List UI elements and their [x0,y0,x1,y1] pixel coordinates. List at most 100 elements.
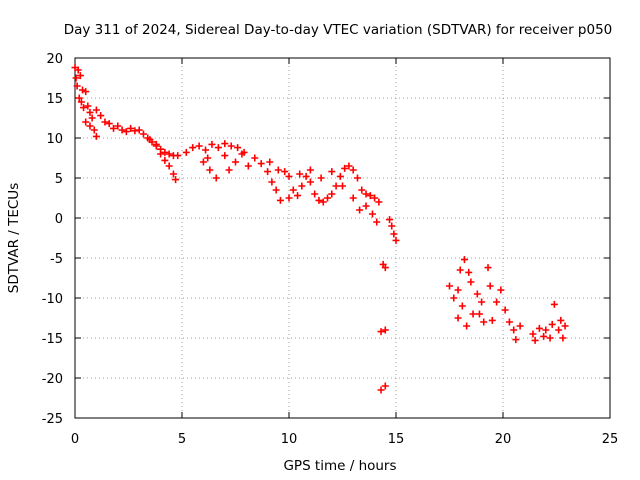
data-point-marker [454,286,462,294]
y-tick-label: -10 [42,292,63,307]
x-tick-label: 25 [602,432,619,447]
data-point-marker [317,174,325,182]
data-point-marker [257,160,265,168]
data-point-marker [75,94,83,102]
data-point-marker [473,290,481,298]
data-point-marker [341,164,349,172]
data-point-marker [86,122,94,130]
data-point-marker [488,316,496,324]
data-point-marker [86,108,94,116]
data-point-marker [204,154,212,162]
data-point-marker [332,182,340,190]
data-point-marker [266,158,274,166]
data-point-marker [548,320,556,328]
data-point-marker [450,294,458,302]
data-point-marker [493,298,501,306]
data-point-marker [169,170,177,178]
data-point-marker [469,310,477,318]
data-point-marker [135,126,143,134]
x-tick-label: 0 [71,432,79,447]
data-point-marker [202,146,210,154]
data-point-marker [362,202,370,210]
data-point-marker [546,334,554,342]
data-point-marker [212,174,220,182]
x-tick-label: 15 [388,432,405,447]
data-point-marker [234,144,242,152]
data-point-marker [285,172,293,180]
data-point-marker [127,124,135,132]
x-tick-label: 20 [495,432,512,447]
data-point-marker [118,126,126,134]
data-point-marker [195,142,203,150]
data-point-marker [172,176,180,184]
data-point-marker [349,166,357,174]
data-point-marker [497,286,505,294]
data-point-marker [381,382,389,390]
data-point-marker [328,168,336,176]
y-tick-label: -25 [42,412,63,427]
data-point-marker [456,266,464,274]
x-axis-title: GPS time / hours [283,458,396,474]
data-point-marker [319,198,327,206]
data-point-marker [264,168,272,176]
data-point-marker [146,136,154,144]
data-point-marker [366,192,374,200]
axis-ticks [74,57,611,419]
data-point-marker [189,144,197,152]
data-point-marker [475,310,483,318]
data-point-marker [281,168,289,176]
data-point-marker [206,166,214,174]
data-point-marker [349,194,357,202]
chart-title: Day 311 of 2024, Sidereal Day-to-day VTE… [64,22,613,38]
data-point-marker [105,120,113,128]
y-tick-label: 0 [55,212,63,227]
data-point-marker [458,302,466,310]
y-tick-label: -20 [42,372,63,387]
data-point-marker [559,334,567,342]
data-point-marker [510,326,518,334]
data-point-marker [101,118,109,126]
data-point-marker [505,318,513,326]
data-point-marker [529,330,537,338]
data-point-marker [368,210,376,218]
data-point-marker [555,326,563,334]
data-point-marker [381,264,389,272]
data-point-marker [306,166,314,174]
data-point-marker [467,278,475,286]
y-tick-label: -15 [42,332,63,347]
data-point-marker [561,322,569,330]
data-point-marker [221,152,229,160]
y-tick-labels: 20 15 10 5 0 -5 -10 -15 -20 -25 [42,52,63,427]
data-point-marker [535,324,543,332]
data-point-marker [486,282,494,290]
data-point-marker [356,206,364,214]
x-tick-label: 10 [281,432,298,447]
data-point-marker [274,166,282,174]
data-point-marker [92,132,100,140]
data-point-marker [465,268,473,276]
data-point-marker [542,326,550,334]
data-point-marker [373,218,381,226]
data-point-marker [152,140,160,148]
data-point-marker [311,190,319,198]
data-point-marker [454,314,462,322]
data-point-marker [289,186,297,194]
data-point-marker [165,150,173,158]
data-point-marker [531,336,539,344]
data-point-marker [90,126,98,134]
data-point-marker [353,174,361,182]
data-point-marker [540,332,548,340]
data-point-marker [92,106,100,114]
data-points [71,64,569,394]
data-point-marker [122,128,130,136]
data-point-marker [324,194,332,202]
data-point-marker [97,112,105,120]
plot-frame [74,57,611,419]
data-point-marker [221,140,229,148]
data-point-marker [501,306,509,314]
data-point-marker [463,322,471,330]
data-point-marker [251,154,259,162]
data-point-marker [336,172,344,180]
data-point-marker [285,194,293,202]
